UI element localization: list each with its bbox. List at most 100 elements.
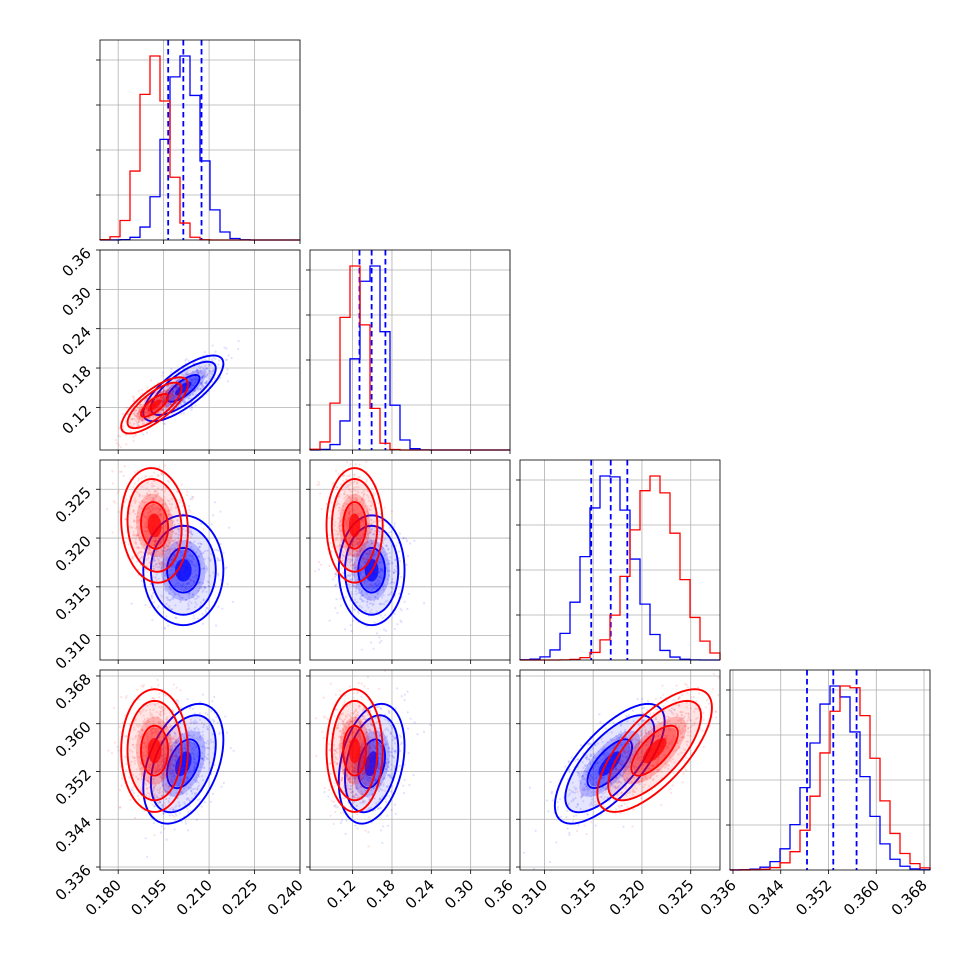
scatter-point [137,477,140,480]
scatter-point [191,379,194,382]
scatter-point [151,726,155,729]
scatter-point [152,785,155,788]
scatter-point [339,519,342,522]
panel-2-0 [99,459,301,661]
scatter-point [143,411,147,414]
scatter-point [348,547,351,550]
scatter-point [198,382,202,385]
scatter-point [379,561,382,564]
scatter-point [162,532,165,535]
scatter-point [137,546,140,550]
scatter-point [181,367,185,371]
scatter-point [136,423,139,427]
scatter-point [207,557,210,560]
scatter-point [152,567,155,570]
scatter-point [201,734,205,737]
scatter-point [202,366,205,369]
scatter-point [140,388,143,392]
scatter-point [163,495,166,498]
scatter-point [342,554,345,558]
scatter-point [136,560,139,563]
scatter-point [168,605,171,608]
scatter-point [220,785,223,788]
scatter-point [187,604,190,607]
scatter-point [353,555,356,558]
scatter-point [176,785,179,788]
density-fill-red [147,513,162,538]
scatter-point [352,541,355,544]
scatter-point [178,803,181,807]
scatter-point [153,731,157,734]
scatter-point [144,568,147,571]
scatter-point [358,536,361,539]
scatter-point [155,563,158,566]
scatter-point [356,556,359,559]
scatter-point [155,412,158,415]
scatter-point [164,727,168,730]
scatter-point [167,391,170,394]
scatter-point [134,409,137,412]
scatter-point [137,412,140,415]
scatter-point [333,528,336,532]
scatter-point [156,544,159,547]
scatter-point [191,378,194,381]
scatter-point [174,808,177,811]
scatter-point [131,417,134,420]
scatter-point [369,518,373,521]
scatter-point [170,515,173,518]
scatter-point [366,508,369,511]
scatter-point [390,586,393,589]
scatter-point [114,501,117,504]
scatter-point [214,350,217,353]
scatter-point [140,776,143,779]
scatter-point [182,380,185,383]
scatter-point [195,597,199,600]
scatter-point [121,721,125,724]
scatter-point [341,545,345,549]
scatter-point [184,586,187,589]
scatter-point [124,769,127,772]
scatter-point [352,473,356,477]
scatter-point [394,707,398,710]
scatter-point [163,554,166,557]
scatter-point [198,367,201,370]
scatter-point [358,541,361,544]
scatter-point [118,725,122,728]
scatter-point [189,550,192,553]
scatter-point [201,752,204,755]
scatter-point [147,511,150,514]
scatter-point [107,749,110,752]
scatter-point [188,726,191,729]
scatter-point [342,505,345,508]
scatter-point [167,801,171,804]
scatter-point [168,738,171,741]
scatter-point [368,583,371,587]
scatter-point [354,463,357,466]
scatter-point [174,585,177,589]
scatter-point [146,405,149,408]
scatter-point [128,776,131,779]
scatter-point [146,716,149,720]
scatter-point [172,774,175,778]
scatter-point [178,572,181,576]
scatter-point [193,383,196,386]
scatter-point [217,359,221,362]
scatter-point [167,389,170,392]
scatter-point [183,744,186,747]
scatter-point [148,475,151,478]
scatter-point [187,514,190,517]
scatter-point [140,419,144,422]
scatter-point [152,708,155,712]
scatter-point [173,778,176,781]
scatter-point [378,536,381,539]
scatter-point [134,409,138,412]
scatter-point [146,719,149,722]
scatter-point [145,406,148,410]
scatter-point [349,534,352,537]
scatter-point [173,775,176,778]
scatter-point [226,380,230,383]
scatter-point [215,716,218,719]
scatter-point [204,711,207,714]
scatter-point [202,759,206,762]
scatter-point [406,554,410,558]
